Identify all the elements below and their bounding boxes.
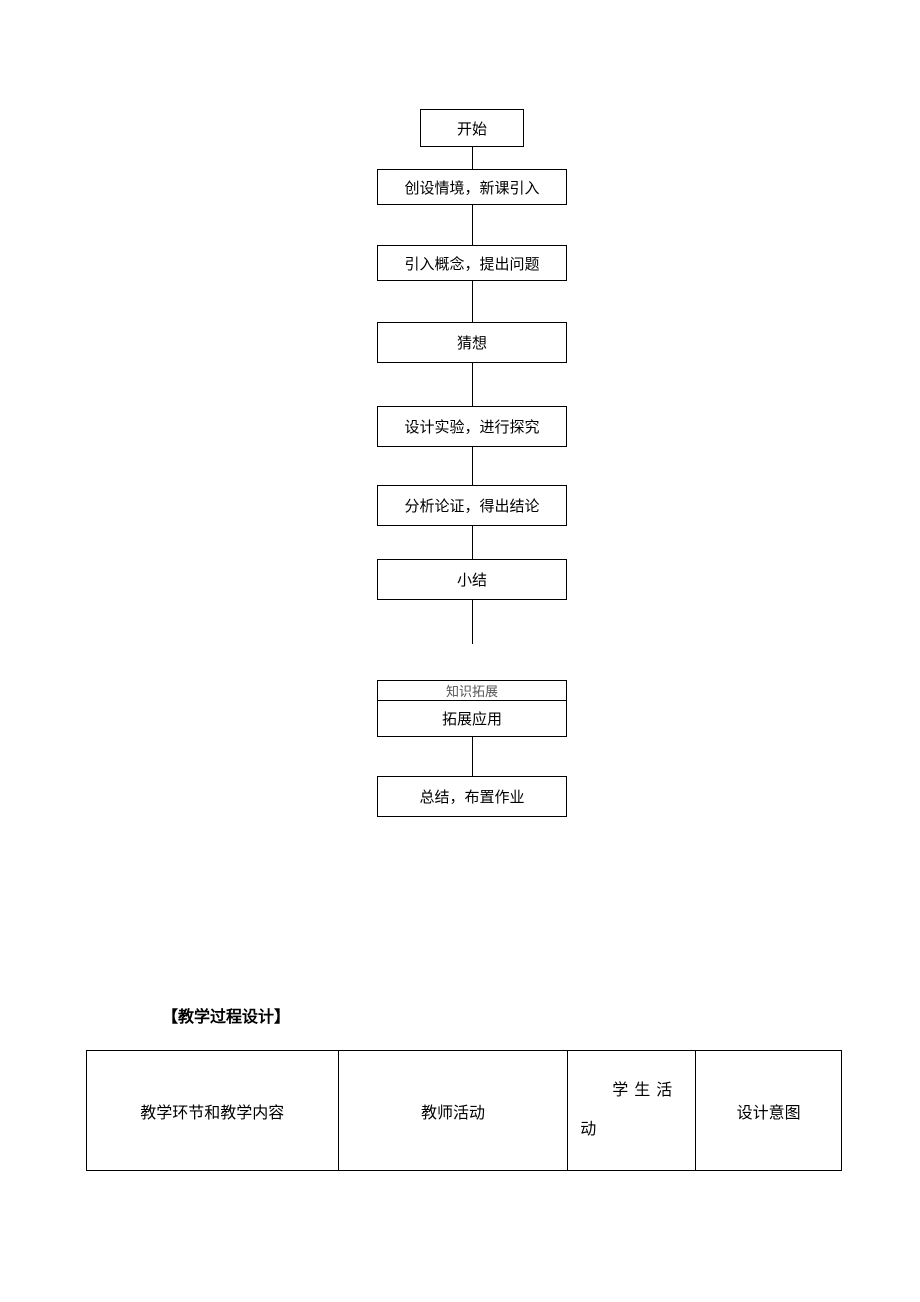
flow-node-label: 开始 xyxy=(457,118,487,139)
flow-node-label: 知识拓展 xyxy=(446,681,498,700)
flow-node-start: 开始 xyxy=(420,109,524,147)
flow-edge xyxy=(472,147,473,169)
process-table: 教学环节和教学内容 教师活动 学生活动 设计意图 xyxy=(86,1050,842,1171)
flow-node-summary: 小结 xyxy=(377,559,567,600)
col-header-intent: 设计意图 xyxy=(696,1051,842,1171)
flow-node-label: 引入概念，提出问题 xyxy=(404,253,539,274)
col-label: 教学环节和教学内容 xyxy=(140,1105,284,1122)
flow-node-application: 拓展应用 xyxy=(377,700,567,737)
flow-edge xyxy=(472,447,473,485)
flow-edge xyxy=(472,205,473,245)
flow-node-analyze: 分析论证，得出结论 xyxy=(377,485,567,526)
flow-node-label: 总结，布置作业 xyxy=(419,786,524,807)
flow-node-label: 设计实验，进行探究 xyxy=(404,416,539,437)
col-header-student: 学生活动 xyxy=(568,1051,696,1171)
flow-edge xyxy=(472,600,473,644)
section-heading-text: 【教学过程设计】 xyxy=(162,1009,290,1026)
flow-node-label: 分析论证，得出结论 xyxy=(404,495,539,516)
flow-node-guess: 猜想 xyxy=(377,322,567,363)
flow-node-homework: 总结，布置作业 xyxy=(377,776,567,817)
flow-node-expand-partial: 知识拓展 xyxy=(377,680,567,701)
col-label: 学生活动 xyxy=(580,1082,678,1137)
flow-node-label: 猜想 xyxy=(457,332,487,353)
document-page: 开始 创设情境，新课引入 引入概念，提出问题 猜想 设计实验，进行探究 分析论证… xyxy=(0,0,920,1302)
flow-edge xyxy=(472,737,473,776)
flow-node-label: 小结 xyxy=(457,569,487,590)
flow-node-experiment: 设计实验，进行探究 xyxy=(377,406,567,447)
flow-node-label: 拓展应用 xyxy=(442,708,502,729)
col-header-stage: 教学环节和教学内容 xyxy=(87,1051,339,1171)
table-row: 教学环节和教学内容 教师活动 学生活动 设计意图 xyxy=(87,1051,842,1171)
flow-node-concept: 引入概念，提出问题 xyxy=(377,245,567,281)
col-label: 教师活动 xyxy=(421,1105,485,1122)
section-heading: 【教学过程设计】 xyxy=(162,1003,290,1027)
flow-edge xyxy=(472,363,473,406)
flow-edge xyxy=(472,526,473,559)
flow-node-label: 创设情境，新课引入 xyxy=(404,177,539,198)
col-label: 设计意图 xyxy=(737,1105,801,1122)
flow-node-intro: 创设情境，新课引入 xyxy=(377,169,567,205)
flow-edge xyxy=(472,281,473,322)
col-header-teacher: 教师活动 xyxy=(338,1051,568,1171)
